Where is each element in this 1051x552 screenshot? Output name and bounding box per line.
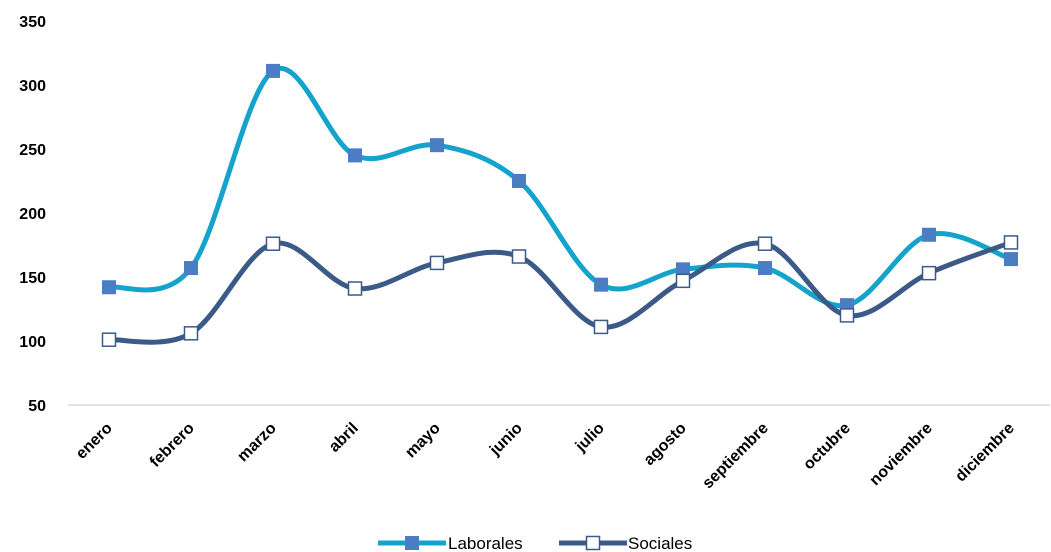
data-point-sociales	[265, 236, 281, 251]
x-tick-label: mayo	[402, 420, 444, 462]
data-point-sociales	[347, 281, 363, 296]
data-point-sociales	[757, 236, 773, 251]
legend-item-laborales: Laborales	[378, 534, 523, 552]
y-tick-label: 150	[19, 270, 46, 287]
data-point-sociales	[183, 326, 199, 341]
data-point-sociales	[675, 273, 691, 289]
x-tick-label: marzo	[234, 420, 280, 466]
y-tick-label: 200	[19, 206, 46, 223]
x-tick-label: abril	[326, 420, 362, 456]
x-axis-ticks: enero febrero marzo abril mayo junio julio agos…	[73, 420, 1018, 493]
x-tick-label: octubre	[800, 420, 854, 474]
y-tick-label: 350	[19, 14, 46, 31]
series-lines	[106, 65, 1014, 345]
data-point-sociales	[1003, 235, 1019, 250]
legend: Laborales Sociales	[378, 534, 692, 552]
x-tick-label: febrero	[147, 420, 198, 471]
series-line-sociales	[106, 239, 1014, 345]
data-point-laborales	[922, 227, 936, 242]
legend-item-sociales: Sociales	[559, 534, 692, 552]
data-point-laborales	[512, 174, 526, 188]
y-axis-ticks: 50 100 150 200 250 300 350	[19, 14, 46, 415]
data-point-sociales	[921, 265, 937, 281]
legend-marker-swatch	[405, 536, 419, 550]
x-tick-label: septiembre	[699, 420, 771, 492]
data-point-laborales	[102, 280, 116, 295]
data-point-laborales	[758, 261, 772, 276]
data-point-laborales	[266, 63, 280, 78]
data-point-sociales	[593, 319, 609, 335]
y-tick-label: 300	[19, 78, 46, 95]
series-markers	[101, 63, 1019, 347]
data-point-laborales	[348, 148, 362, 163]
data-point-laborales	[1004, 252, 1018, 267]
data-point-sociales	[101, 332, 117, 347]
data-point-laborales	[594, 277, 608, 292]
data-point-laborales	[430, 138, 444, 153]
x-tick-label: julio	[572, 420, 608, 456]
data-point-laborales	[184, 261, 198, 276]
y-tick-label: 250	[19, 142, 46, 159]
y-tick-label: 50	[28, 398, 46, 415]
data-point-sociales	[429, 255, 445, 271]
y-tick-label: 100	[19, 334, 46, 351]
data-point-sociales	[511, 249, 527, 264]
x-tick-label: agosto	[641, 420, 690, 469]
x-tick-label: diciembre	[952, 420, 1018, 486]
x-tick-label: noviembre	[867, 420, 936, 489]
legend-label: Laborales	[448, 534, 523, 552]
data-point-sociales	[839, 308, 855, 323]
legend-label: Sociales	[628, 534, 692, 552]
x-tick-label: junio	[486, 420, 526, 460]
x-tick-label: enero	[73, 420, 116, 463]
legend-marker-swatch	[585, 535, 601, 551]
